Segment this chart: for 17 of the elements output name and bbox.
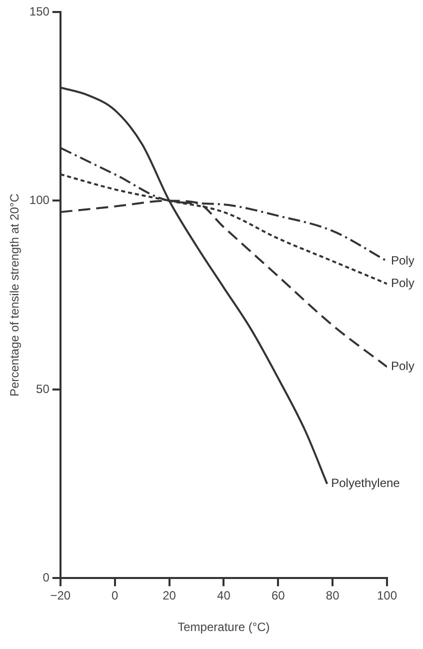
series-label: Poly xyxy=(391,253,414,268)
series-label: Poly xyxy=(391,276,414,290)
y-tick-label: 100 xyxy=(29,193,50,208)
x-tick-label: −20 xyxy=(50,588,71,603)
series-label: Poly xyxy=(391,359,414,374)
y-tick-label: 150 xyxy=(29,4,50,18)
x-tick-label: 100 xyxy=(376,588,398,603)
x-axis-title: Temperature (°C) xyxy=(178,620,270,634)
x-tick-label: 60 xyxy=(271,588,286,603)
x-tick-label: 40 xyxy=(217,588,231,603)
y-tick-label: 0 xyxy=(42,570,50,585)
x-tick-label: 0 xyxy=(112,588,119,603)
x-tick-label: 80 xyxy=(326,588,340,603)
y-axis-title: Percentage of tensile strength at 20°C xyxy=(8,193,22,397)
y-tick-label: 50 xyxy=(36,382,50,396)
x-tick-label: 20 xyxy=(162,588,176,603)
series-label: Polyethylene xyxy=(331,476,400,490)
